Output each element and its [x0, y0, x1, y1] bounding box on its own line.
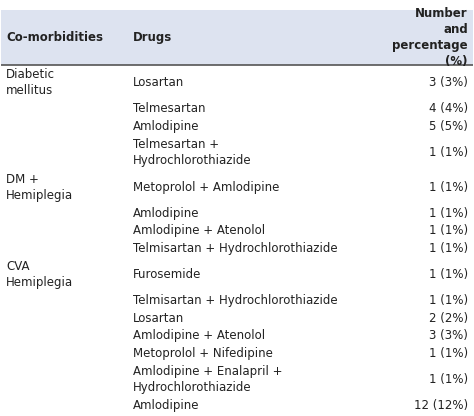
Text: Losartan: Losartan — [133, 312, 184, 325]
Text: 4 (4%): 4 (4%) — [429, 102, 468, 115]
Text: Number
and
percentage
(%): Number and percentage (%) — [392, 7, 468, 68]
Text: 1 (1%): 1 (1%) — [429, 242, 468, 255]
Text: 3 (3%): 3 (3%) — [429, 76, 468, 89]
Text: Telmisartan + Hydrochlorothiazide: Telmisartan + Hydrochlorothiazide — [133, 295, 338, 307]
Text: 5 (5%): 5 (5%) — [429, 119, 468, 133]
Text: Amlodipine: Amlodipine — [133, 399, 200, 412]
Text: Diabetic
mellitus: Diabetic mellitus — [6, 68, 55, 97]
Text: Losartan: Losartan — [133, 76, 184, 89]
Text: 1 (1%): 1 (1%) — [429, 181, 468, 194]
Text: CVA
Hemiplegia: CVA Hemiplegia — [6, 260, 73, 289]
Text: 1 (1%): 1 (1%) — [429, 207, 468, 220]
Text: 1 (1%): 1 (1%) — [429, 225, 468, 238]
Text: Metoprolol + Nifedipine: Metoprolol + Nifedipine — [133, 347, 273, 360]
Text: Telmisartan + Hydrochlorothiazide: Telmisartan + Hydrochlorothiazide — [133, 242, 338, 255]
Text: 1 (1%): 1 (1%) — [429, 347, 468, 360]
Text: Metoprolol + Amlodipine: Metoprolol + Amlodipine — [133, 181, 280, 194]
Text: Co-morbidities: Co-morbidities — [6, 31, 103, 44]
Text: Telmesartan +
Hydrochlorothiazide: Telmesartan + Hydrochlorothiazide — [133, 138, 252, 167]
Text: Amlodipine + Enalapril +
Hydrochlorothiazide: Amlodipine + Enalapril + Hydrochlorothia… — [133, 365, 283, 394]
Text: 2 (2%): 2 (2%) — [429, 312, 468, 325]
Text: Amlodipine + Atenolol: Amlodipine + Atenolol — [133, 329, 265, 342]
FancyBboxPatch shape — [1, 10, 473, 65]
Text: DM +
Hemiplegia: DM + Hemiplegia — [6, 173, 73, 202]
Text: Furosemide: Furosemide — [133, 268, 202, 281]
Text: Telmesartan: Telmesartan — [133, 102, 206, 115]
Text: Drugs: Drugs — [133, 31, 173, 44]
Text: 12 (12%): 12 (12%) — [414, 399, 468, 412]
Text: 1 (1%): 1 (1%) — [429, 268, 468, 281]
Text: 3 (3%): 3 (3%) — [429, 329, 468, 342]
Text: Amlodipine + Atenolol: Amlodipine + Atenolol — [133, 225, 265, 238]
Text: 1 (1%): 1 (1%) — [429, 295, 468, 307]
Text: Amlodipine: Amlodipine — [133, 207, 200, 220]
Text: 1 (1%): 1 (1%) — [429, 373, 468, 386]
Text: Amlodipine: Amlodipine — [133, 119, 200, 133]
Text: 1 (1%): 1 (1%) — [429, 146, 468, 159]
